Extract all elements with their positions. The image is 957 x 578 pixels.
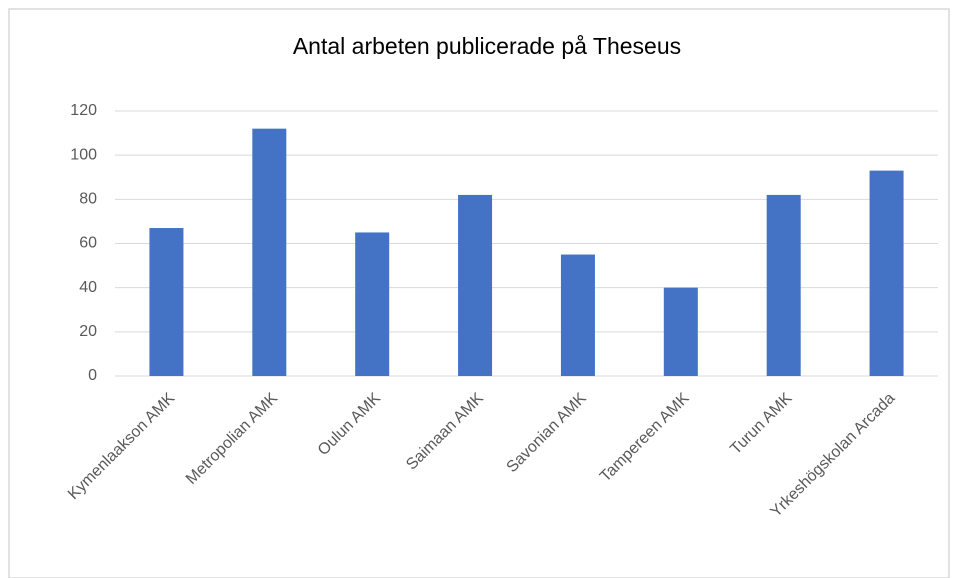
y-tick-label: 80 [79,191,97,208]
y-tick-label: 20 [79,323,97,340]
bar [149,228,184,376]
bar [252,128,287,376]
bar [560,254,595,376]
bar [869,170,904,376]
bar [355,232,390,376]
chart-title: Antal arbeten publicerade på Theseus [293,33,681,59]
bar [766,194,801,376]
y-tick-label: 120 [70,102,97,119]
y-tick-label: 40 [79,279,97,296]
y-tick-label: 100 [70,146,97,163]
y-tick-label: 0 [88,367,97,384]
bar [663,287,698,376]
y-tick-label: 60 [79,235,97,252]
bar [458,194,493,376]
